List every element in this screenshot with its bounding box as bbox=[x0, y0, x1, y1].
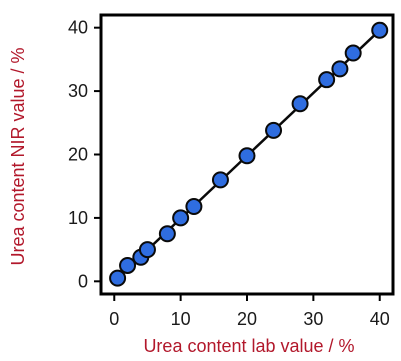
y-axis-ticks: 0 10 20 30 40 bbox=[68, 18, 101, 291]
data-point bbox=[185, 197, 203, 215]
y-tick-label: 20 bbox=[68, 145, 88, 165]
data-point bbox=[344, 44, 362, 62]
data-point bbox=[211, 171, 229, 189]
x-tick-label: 20 bbox=[237, 309, 257, 329]
data-point bbox=[291, 95, 309, 113]
x-tick-label: 10 bbox=[171, 309, 191, 329]
data-point bbox=[138, 241, 156, 259]
data-point bbox=[158, 225, 176, 243]
x-axis-ticks: 0 10 20 30 40 bbox=[109, 294, 390, 329]
data-point bbox=[331, 60, 349, 78]
data-point bbox=[371, 21, 389, 39]
data-point bbox=[109, 269, 127, 287]
x-tick-label: 40 bbox=[370, 309, 390, 329]
x-tick-label: 0 bbox=[109, 309, 119, 329]
data-point bbox=[265, 121, 283, 139]
y-tick-label: 0 bbox=[78, 271, 88, 291]
data-point bbox=[119, 256, 137, 274]
data-points bbox=[109, 21, 389, 287]
y-tick-label: 40 bbox=[68, 18, 88, 38]
y-tick-label: 30 bbox=[68, 81, 88, 101]
data-point bbox=[172, 209, 190, 227]
data-point bbox=[238, 147, 256, 165]
y-tick-label: 10 bbox=[68, 208, 88, 228]
data-point bbox=[318, 71, 336, 89]
x-axis-title: Urea content lab value / % bbox=[143, 336, 354, 356]
y-axis-title: Urea content NIR value / % bbox=[8, 47, 28, 265]
x-tick-label: 30 bbox=[303, 309, 323, 329]
